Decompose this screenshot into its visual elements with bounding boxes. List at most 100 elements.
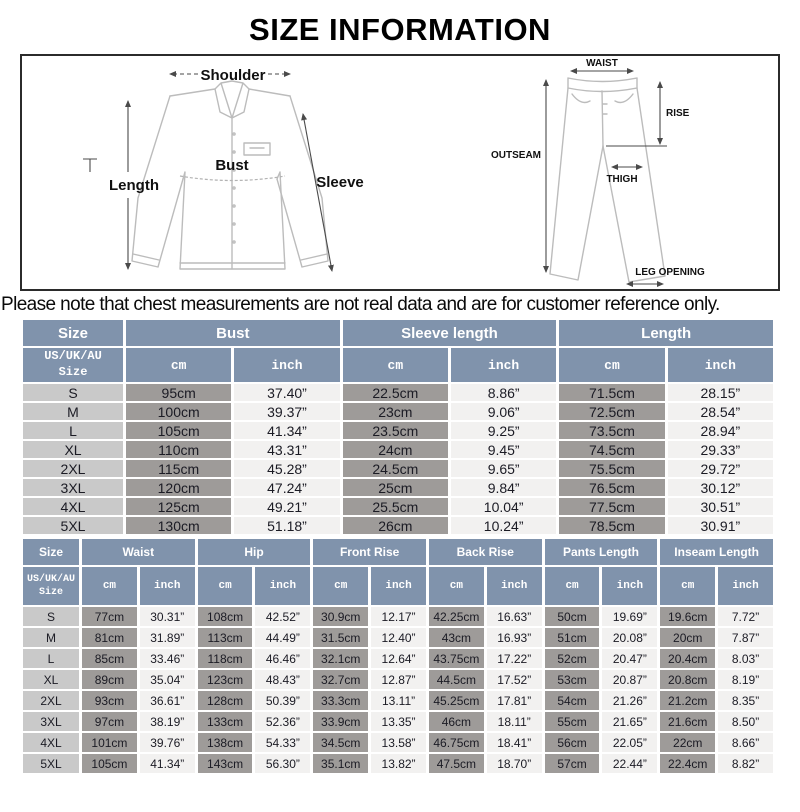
cm-value: 23cm [342, 403, 448, 420]
cm-value: 20.4cm [660, 649, 716, 668]
pants-size-table-body: S 77cm 30.31” 108cm 42.52” 30.9cm 12.17” 42.25c… [23, 607, 773, 773]
header-cm: cm [660, 567, 716, 605]
header-inch: inch [234, 348, 340, 382]
cm-value: 123cm [197, 670, 253, 689]
size-row-4xl: 4XL 125cm 49.21” 25.5cm 10.04” 77.5cm 30.51” [23, 498, 773, 515]
inch-value: 7.72” [718, 607, 773, 626]
inch-value: 8.19” [718, 670, 773, 689]
cm-value: 133cm [197, 712, 253, 731]
cm-value: 52cm [544, 649, 600, 668]
cm-value: 19.6cm [660, 607, 716, 626]
cm-value: 130cm [126, 517, 232, 534]
size-label: 5XL [23, 517, 123, 534]
inch-value: 8.66” [718, 733, 773, 752]
inch-value: 29.33” [667, 441, 773, 458]
inch-value: 37.40” [234, 384, 340, 401]
header-inseam-length: Inseam Length [660, 539, 773, 565]
header-cm: cm [428, 567, 484, 605]
cm-value: 105cm [126, 422, 232, 439]
inch-value: 50.39” [255, 691, 311, 710]
cm-value: 55cm [544, 712, 600, 731]
header-size: Size [23, 320, 123, 346]
header-size: Size [23, 539, 79, 565]
inch-value: 22.44” [602, 754, 658, 773]
inch-value: 13.35” [371, 712, 426, 731]
inch-value: 8.50” [718, 712, 773, 731]
inch-value: 8.03” [718, 649, 773, 668]
inch-value: 38.19” [139, 712, 195, 731]
size-label: 3XL [23, 479, 123, 496]
cm-value: 108cm [197, 607, 253, 626]
cm-value: 101cm [82, 733, 137, 752]
header-hip: Hip [197, 539, 311, 565]
pants-size-table-header: Size Waist Hip Front Rise Back Rise Pant… [23, 539, 773, 605]
inch-value: 52.36” [255, 712, 311, 731]
size-row-3xl: 3XL 97cm 38.19” 133cm 52.36” 33.9cm 13.35” 46cm… [23, 712, 773, 731]
inch-value: 9.65” [450, 460, 557, 477]
inch-value: 13.11” [371, 691, 426, 710]
size-row-s: S 95cm 37.40” 22.5cm 8.86” 71.5cm 28.15” [23, 384, 773, 401]
cm-value: 34.5cm [313, 733, 369, 752]
cm-value: 110cm [126, 441, 232, 458]
inch-value: 17.52” [486, 670, 542, 689]
cm-value: 120cm [126, 479, 232, 496]
header-bust: Bust [126, 320, 340, 346]
cm-value: 56cm [544, 733, 600, 752]
cm-value: 53cm [544, 670, 600, 689]
measurement-diagram: Shoulder Length Bust Sleeve [20, 54, 780, 291]
header-cm: cm [82, 567, 137, 605]
inch-value: 39.37” [234, 403, 340, 420]
header-us-uk-au-size: US/UK/AU Size [23, 567, 79, 605]
inch-value: 9.06” [450, 403, 557, 420]
inch-value: 18.70” [486, 754, 542, 773]
pants-thigh-label: THIGH [606, 174, 637, 185]
cm-value: 30.9cm [313, 607, 369, 626]
cm-value: 78.5cm [559, 517, 665, 534]
shirt-length-label: Length [109, 177, 159, 194]
cm-value: 95cm [126, 384, 232, 401]
cm-value: 47.5cm [428, 754, 484, 773]
cm-value: 26cm [342, 517, 448, 534]
size-row-m: M 100cm 39.37” 23cm 9.06” 72.5cm 28.54” [23, 403, 773, 420]
header-sleeve-length: Sleeve length [342, 320, 557, 346]
cm-value: 71.5cm [559, 384, 665, 401]
size-row-2xl: 2XL 93cm 36.61” 128cm 50.39” 33.3cm 13.11” 45.2… [23, 691, 773, 710]
size-row-m: M 81cm 31.89” 113cm 44.49” 31.5cm 12.40” 43cm 16… [23, 628, 773, 647]
cm-value: 42.25cm [428, 607, 484, 626]
size-row-s: S 77cm 30.31” 108cm 42.52” 30.9cm 12.17” 42.25c… [23, 607, 773, 626]
size-label: XL [23, 441, 123, 458]
header-inch: inch [486, 567, 542, 605]
size-label: L [23, 649, 79, 668]
cm-value: 50cm [544, 607, 600, 626]
inch-value: 8.82” [718, 754, 773, 773]
size-label: L [23, 422, 123, 439]
inch-value: 39.76” [139, 733, 195, 752]
cm-value: 118cm [197, 649, 253, 668]
inch-value: 17.81” [486, 691, 542, 710]
size-row-5xl: 5XL 130cm 51.18” 26cm 10.24” 78.5cm 30.91” [23, 517, 773, 534]
inch-value: 12.40” [371, 628, 426, 647]
size-row-5xl: 5XL 105cm 41.34” 143cm 56.30” 35.1cm 13.82” 47.… [23, 754, 773, 773]
inch-value: 8.86” [450, 384, 557, 401]
size-row-3xl: 3XL 120cm 47.24” 25cm 9.84” 76.5cm 30.12” [23, 479, 773, 496]
header-cm: cm [342, 348, 448, 382]
shirt-measurements: Shoulder Length Bust Sleeve [109, 67, 364, 272]
inch-value: 7.87” [718, 628, 773, 647]
size-row-l: L 85cm 33.46” 118cm 46.46” 32.1cm 12.64” 43.75c… [23, 649, 773, 668]
cm-value: 46.75cm [428, 733, 484, 752]
cm-value: 115cm [126, 460, 232, 477]
size-row-xl: XL 89cm 35.04” 123cm 48.43” 32.7cm 12.87” 44.5c… [23, 670, 773, 689]
shirt-size-table-body: S 95cm 37.40” 22.5cm 8.86” 71.5cm 28.15” M 100cm… [23, 384, 773, 534]
inch-value: 28.15” [667, 384, 773, 401]
header-cm: cm [197, 567, 253, 605]
header-inch: inch [255, 567, 311, 605]
inch-value: 42.52” [255, 607, 311, 626]
inch-value: 56.30” [255, 754, 311, 773]
inch-value: 31.89” [139, 628, 195, 647]
header-length: Length [559, 320, 773, 346]
size-label: M [23, 628, 79, 647]
cm-value: 81cm [82, 628, 137, 647]
inch-value: 13.82” [371, 754, 426, 773]
pants-measurements: WAIST RISE OUTSEAM THIGH LEG OPENING [491, 58, 705, 287]
header-us-uk-au-size: US/UK/AU Size [23, 348, 123, 382]
